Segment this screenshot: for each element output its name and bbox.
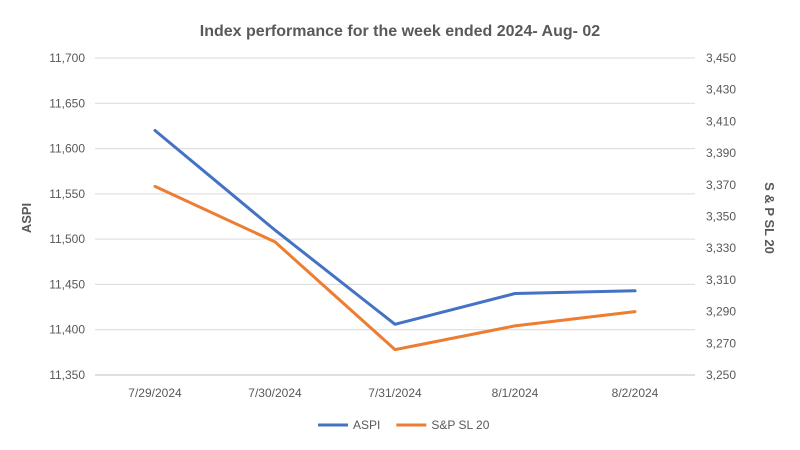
x-tick-label: 7/31/2024 <box>368 386 422 400</box>
y2-tick-label: 3,250 <box>706 368 736 382</box>
y-axis-label: ASPI <box>19 203 34 233</box>
chart-title: Index performance for the week ended 202… <box>200 23 601 40</box>
y-tick-label: 11,550 <box>49 187 85 201</box>
y2-tick-label: 3,390 <box>706 146 736 160</box>
legend-label: S&P SL 20 <box>431 418 489 432</box>
y2-tick-label: 3,350 <box>706 210 736 224</box>
x-tick-label: 8/2/2024 <box>612 386 659 400</box>
y2-tick-label: 3,430 <box>706 83 736 97</box>
y-tick-label: 11,700 <box>49 51 85 65</box>
x-axis-ticks: 7/29/2024 7/30/2024 7/31/2024 8/1/2024 8/2/2… <box>128 386 658 400</box>
legend-label: ASPI <box>353 418 380 432</box>
y-tick-label: 11,400 <box>49 323 85 337</box>
y2-tick-label: 3,410 <box>706 114 736 128</box>
x-tick-label: 7/29/2024 <box>128 386 182 400</box>
series-lines <box>153 129 637 352</box>
x-tick-label: 8/1/2024 <box>492 386 539 400</box>
y-tick-label: 11,650 <box>49 96 85 110</box>
y-tick-label: 11,600 <box>49 142 85 156</box>
y-tick-label: 11,450 <box>49 277 85 291</box>
y2-tick-label: 3,270 <box>706 336 736 350</box>
y-tick-label: 11,350 <box>49 368 85 382</box>
series-line-aspi <box>153 129 637 326</box>
right-axis-ticks: 3,250 3,270 3,290 3,310 3,330 3,350 3,370 3,390… <box>706 51 736 382</box>
y2-tick-label: 3,330 <box>706 241 736 255</box>
series-line-s-p-sl-20 <box>153 184 637 352</box>
x-tick-label: 7/30/2024 <box>248 386 302 400</box>
y2-axis-label: S & P SL 20 <box>762 182 777 254</box>
legend: ASPI S&P SL 20 <box>318 418 490 432</box>
y2-tick-label: 3,310 <box>706 273 736 287</box>
gridlines <box>95 57 695 376</box>
y2-tick-label: 3,370 <box>706 178 736 192</box>
left-axis-ticks: 11,350 11,400 11,450 11,500 11,550 11,600 11,6… <box>49 51 85 382</box>
y2-tick-label: 3,290 <box>706 305 736 319</box>
y2-tick-label: 3,450 <box>706 51 736 65</box>
y-tick-label: 11,500 <box>49 232 85 246</box>
